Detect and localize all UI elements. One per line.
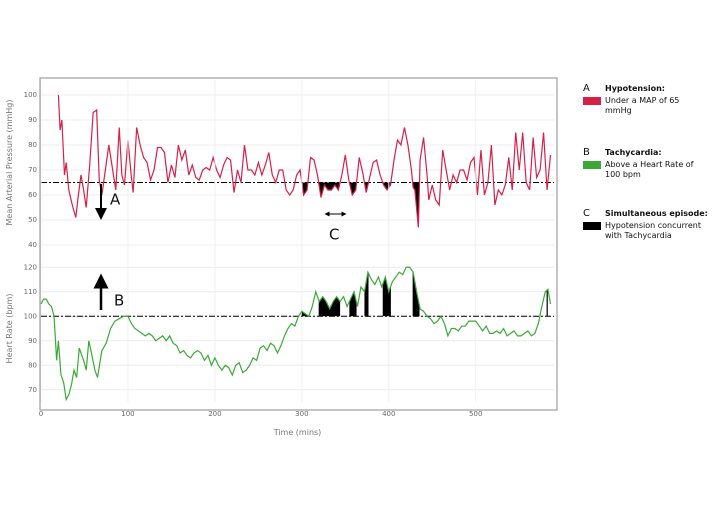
episode-group — [68, 267, 548, 317]
y-tick-label: 110 — [24, 288, 37, 296]
y-axis-label: Mean Arterial Pressure (mmHg) — [5, 100, 14, 226]
x-tick-label: 400 — [382, 410, 395, 418]
legend-text: Under a MAP of 65 mmHg — [605, 96, 680, 115]
series-line — [40, 266, 552, 402]
episode-group — [58, 182, 551, 228]
legend-title: Hypotension: — [605, 84, 665, 93]
y-tick-label: 80 — [28, 361, 37, 369]
legend-swatch — [583, 222, 601, 230]
y-tick-label: 70 — [28, 386, 37, 394]
legend-item: C Simultaneous episode: Hypotension conc… — [583, 208, 713, 248]
plots: 40 50 60 70 80 90 100 Mean Arterial Pressure (m… — [5, 80, 554, 437]
legend-letter: C — [583, 208, 590, 219]
y-tick-label: 60 — [28, 191, 37, 199]
y-tick-label: 120 — [24, 263, 37, 271]
x-tick-label: 300 — [295, 410, 308, 418]
y-tick-label: 100 — [24, 91, 37, 99]
series-line — [57, 94, 552, 228]
legend-letter: A — [583, 83, 590, 94]
legend-title: Simultaneous episode: — [605, 209, 708, 218]
x-tick-label: 200 — [208, 410, 221, 418]
legend-item: B Tachycardia: Above a Heart Rate of 100… — [583, 147, 713, 187]
plot-frame — [39, 77, 558, 411]
y-tick-label: 40 — [28, 241, 37, 249]
x-tick-label: 0 — [39, 410, 43, 418]
legend-swatch — [583, 161, 601, 169]
y-tick-label: 90 — [28, 116, 37, 124]
legend-item: A Hypotension: Under a MAP of 65 mmHg — [583, 83, 713, 123]
y-tick-label: 50 — [28, 216, 37, 224]
x-tick-label: 500 — [469, 410, 482, 418]
legend-letter: B — [583, 147, 590, 158]
legend-text: Above a Heart Rate of 100 bpm — [605, 160, 694, 179]
y-tick-label: 90 — [28, 337, 37, 345]
y-tick-label: 80 — [28, 141, 37, 149]
annotation: B — [114, 292, 124, 310]
x-axis-label: Time (mins) — [273, 428, 322, 437]
legend-swatch — [583, 97, 601, 105]
y-tick-label: 70 — [28, 166, 37, 174]
y-axis-label: Heart Rate (bpm) — [5, 294, 14, 364]
legend-text: Hypotension concurrent with Tachycardia — [605, 221, 701, 240]
simultaneous-episode — [68, 267, 548, 317]
legend-title: Tachycardia: — [605, 148, 662, 157]
x-tick-label: 100 — [121, 410, 134, 418]
simultaneous-episode — [58, 182, 551, 228]
annotation: C — [329, 226, 339, 244]
annotation: A — [110, 191, 121, 209]
y-tick-label: 100 — [24, 312, 37, 320]
